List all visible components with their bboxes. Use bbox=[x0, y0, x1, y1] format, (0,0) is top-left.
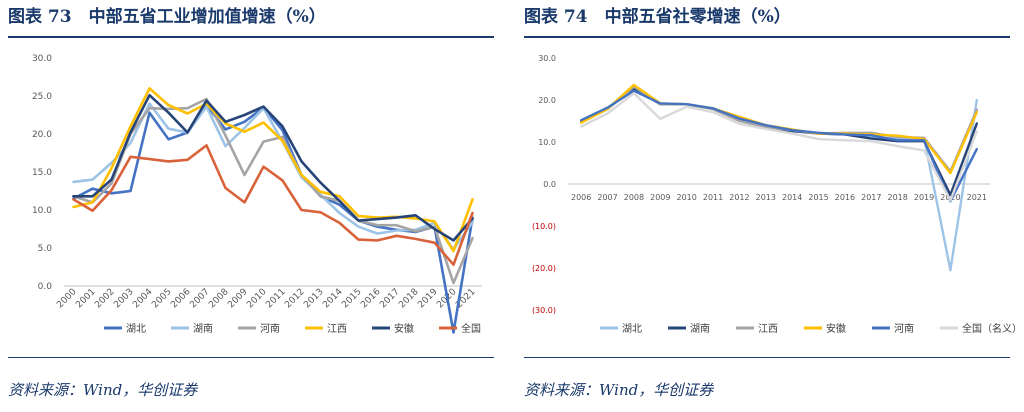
right-legend-label: 全国（名义） bbox=[962, 322, 1021, 335]
left-y-tick-label: 10.0 bbox=[32, 206, 52, 216]
right-x-tick-label: 2006 bbox=[571, 193, 591, 202]
right-series-line-湖北 bbox=[579, 86, 978, 272]
right-x-tick-label: 2010 bbox=[677, 193, 697, 202]
right-legend-label: 江西 bbox=[758, 323, 778, 335]
left-y-tick-label: 5.0 bbox=[38, 244, 53, 254]
right-legend-item: 河南 bbox=[872, 322, 914, 335]
left-x-tick-label: 2002 bbox=[93, 287, 116, 310]
right-x-tick-label: 2019 bbox=[914, 193, 934, 202]
right-bottom-rule bbox=[524, 357, 1010, 358]
right-x-tick-label: 2013 bbox=[756, 193, 776, 202]
left-source-note: 资料来源：Wind，华创证券 bbox=[8, 381, 198, 399]
left-series-line-湖南 bbox=[72, 102, 474, 251]
right-y-tick-label: 30.0 bbox=[538, 54, 556, 63]
right-y-tick-label: (10.0) bbox=[532, 222, 556, 231]
right-x-tick-label: 2011 bbox=[703, 193, 723, 202]
left-legend-item: 湖南 bbox=[171, 322, 213, 335]
left-x-tick-label: 2018 bbox=[397, 287, 420, 310]
left-chart-title: 图表 73 中部五省工业增加值增速（%） bbox=[8, 7, 326, 27]
right-series-line-河南 bbox=[579, 89, 978, 203]
right-series-line-湖南 bbox=[579, 87, 978, 197]
left-series-line-江西 bbox=[72, 87, 474, 253]
left-y-tick-label: 15.0 bbox=[32, 168, 52, 178]
right-x-tick-label: 2015 bbox=[808, 193, 828, 202]
left-series-line-安徽 bbox=[72, 93, 474, 242]
left-x-tick-label: 2009 bbox=[226, 287, 249, 310]
left-legend-label: 湖南 bbox=[193, 322, 213, 335]
left-y-tick-label: 0.0 bbox=[38, 282, 53, 292]
right-series-line-全国（名义） bbox=[579, 92, 978, 202]
right-legend-item: 湖北 bbox=[600, 323, 642, 335]
right-y-tick-label: (30.0) bbox=[532, 306, 556, 315]
right-legend-label: 湖北 bbox=[622, 323, 642, 335]
right-legend-item: 湖南 bbox=[668, 322, 710, 335]
left-series-line-全国 bbox=[72, 144, 474, 266]
left-x-tick-label: 2013 bbox=[302, 287, 325, 310]
right-y-tick-label: 0.0 bbox=[543, 180, 556, 189]
left-x-tick-label: 2000 bbox=[55, 287, 78, 310]
right-chart-title: 图表 74 中部五省社零增速（%） bbox=[524, 7, 791, 27]
left-legend-label: 江西 bbox=[327, 323, 347, 335]
left-legend-item: 全国 bbox=[439, 322, 481, 335]
right-chart-panel: 图表 74 中部五省社零增速（%） 30.0 20.0 10.0 0.0 (10.0) (… bbox=[516, 0, 1024, 412]
right-legend-item: 江西 bbox=[736, 323, 778, 335]
left-series-line-河南 bbox=[72, 97, 474, 285]
left-legend-label: 安徽 bbox=[394, 322, 414, 335]
right-x-tick-label: 2009 bbox=[650, 193, 670, 202]
left-x-tick-label: 2012 bbox=[283, 287, 306, 310]
right-source-note: 资料来源：Wind，华创证券 bbox=[524, 381, 714, 399]
left-title-rule bbox=[8, 36, 494, 38]
left-legend-item: 安徽 bbox=[372, 322, 414, 335]
left-x-tick-label: 2008 bbox=[207, 287, 230, 310]
left-legend-label: 河南 bbox=[260, 322, 280, 335]
left-x-tick-label: 2011 bbox=[264, 287, 287, 310]
right-legend-label: 河南 bbox=[894, 322, 914, 335]
left-chart-panel: 图表 73 中部五省工业增加值增速（%） 0.0 5.0 10.0 15.0 20.0 2… bbox=[0, 0, 505, 412]
right-legend-label: 湖南 bbox=[690, 322, 710, 335]
left-y-tick-label: 20.0 bbox=[32, 130, 52, 140]
left-legend-label: 全国 bbox=[461, 322, 481, 335]
right-title-rule bbox=[524, 36, 1010, 38]
left-bottom-rule bbox=[8, 357, 494, 358]
left-x-tick-label: 2006 bbox=[169, 287, 192, 310]
left-x-tick-label: 2004 bbox=[131, 287, 154, 310]
left-y-tick-label: 30.0 bbox=[32, 54, 52, 64]
left-legend-item: 湖北 bbox=[104, 323, 146, 335]
left-chart: 0.05.010.015.020.025.030.020002001200220… bbox=[32, 54, 482, 335]
right-x-tick-label: 2016 bbox=[835, 193, 855, 202]
right-legend-label: 安徽 bbox=[826, 322, 846, 335]
left-x-tick-label: 2010 bbox=[245, 287, 268, 310]
right-x-tick-label: 2014 bbox=[782, 193, 802, 202]
right-x-tick-label: 2008 bbox=[624, 193, 644, 202]
left-x-tick-label: 2017 bbox=[378, 287, 401, 310]
left-x-tick-label: 2003 bbox=[112, 287, 135, 310]
left-x-tick-label: 2014 bbox=[321, 287, 344, 310]
left-y-tick-label: 25.0 bbox=[32, 92, 52, 102]
right-y-tick-label: 10.0 bbox=[538, 138, 556, 147]
left-x-tick-label: 2005 bbox=[150, 287, 173, 310]
left-x-tick-label: 2019 bbox=[416, 287, 439, 310]
left-legend-item: 河南 bbox=[238, 322, 280, 335]
right-x-tick-label: 2017 bbox=[861, 193, 881, 202]
right-legend-item: 安徽 bbox=[804, 322, 846, 335]
left-x-tick-label: 2001 bbox=[74, 287, 97, 310]
right-x-tick-label: 2018 bbox=[888, 193, 908, 202]
right-x-tick-label: 2021 bbox=[967, 193, 987, 202]
left-legend-item: 江西 bbox=[305, 323, 347, 335]
right-legend-item: 全国（名义） bbox=[940, 322, 1021, 335]
right-x-tick-label: 2007 bbox=[597, 193, 617, 202]
right-x-tick-label: 2012 bbox=[729, 193, 749, 202]
left-legend-label: 湖北 bbox=[126, 323, 146, 335]
left-x-tick-label: 2016 bbox=[359, 287, 382, 310]
right-y-tick-label: (20.0) bbox=[532, 264, 556, 273]
left-x-tick-label: 2015 bbox=[340, 287, 363, 310]
right-chart: 30.0 20.0 10.0 0.0 (10.0) (20.0) (30.0) 2006 200… bbox=[532, 54, 1021, 335]
right-y-tick-label: 20.0 bbox=[538, 96, 556, 105]
left-x-tick-label: 2007 bbox=[188, 287, 211, 310]
